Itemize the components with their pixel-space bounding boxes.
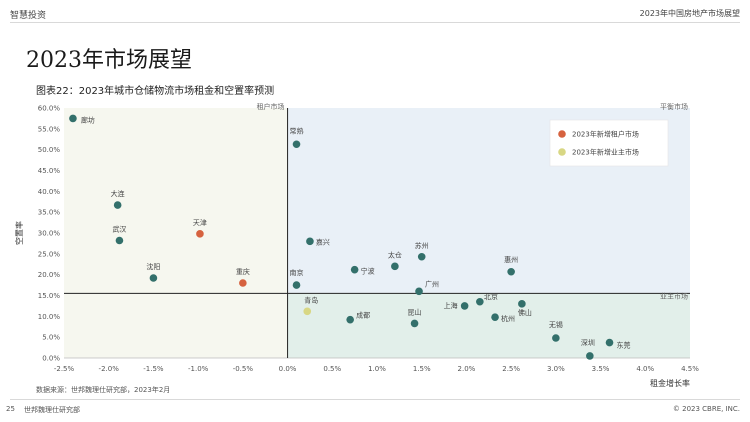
x-tick-label: 1.5% bbox=[413, 365, 431, 373]
footer-page-number: 25 bbox=[6, 405, 15, 413]
point-重庆 bbox=[239, 279, 247, 287]
x-tick-label: -2.0% bbox=[99, 365, 120, 373]
point-label: 南京 bbox=[290, 268, 304, 277]
point-label: 东莞 bbox=[617, 341, 631, 350]
point-廊坊 bbox=[69, 114, 77, 123]
point-杭州 bbox=[491, 313, 499, 321]
point-label: 沈阳 bbox=[146, 262, 160, 271]
point-佛山 bbox=[518, 300, 526, 308]
point-青岛 bbox=[303, 307, 312, 316]
point-苏州 bbox=[417, 252, 426, 261]
page-title: 2023年市场展望 bbox=[26, 48, 192, 73]
zone-label-tenant: 租户市场 bbox=[257, 102, 285, 111]
y-tick-label: 25.0% bbox=[38, 250, 61, 258]
point-太仓 bbox=[391, 262, 399, 271]
y-axis-label: 空置率 bbox=[14, 221, 24, 245]
point-label: 北京 bbox=[484, 292, 498, 301]
x-tick-label: -1.0% bbox=[188, 365, 209, 373]
point-广州 bbox=[415, 287, 423, 296]
point-上海 bbox=[460, 302, 469, 310]
footer-left: 世邦魏理仕研究部 bbox=[24, 406, 80, 414]
point-惠州 bbox=[507, 267, 515, 276]
x-tick-label: 2.0% bbox=[458, 365, 476, 373]
point-label: 无锡 bbox=[549, 320, 563, 329]
y-tick-label: 20.0% bbox=[38, 271, 61, 279]
point-label: 杭州 bbox=[501, 314, 515, 323]
y-tick-label: 30.0% bbox=[38, 230, 61, 238]
x-tick-label: 3.0% bbox=[547, 365, 565, 373]
point-label: 昆山 bbox=[408, 307, 422, 316]
point-label: 大连 bbox=[111, 189, 125, 198]
header-left: 智慧投资 bbox=[10, 11, 47, 21]
source-note: 数据来源：世邦魏理仕研究部，2023年2月 bbox=[36, 386, 171, 394]
point-label: 上海 bbox=[444, 301, 458, 310]
x-tick-label: -1.5% bbox=[143, 365, 164, 373]
x-tick-label: 4.0% bbox=[636, 365, 654, 373]
point-label: 天津 bbox=[193, 219, 207, 227]
point-label: 青岛 bbox=[304, 295, 318, 304]
y-tick-label: 5.0% bbox=[42, 334, 60, 342]
point-无锡 bbox=[552, 334, 560, 342]
x-tick-label: 3.5% bbox=[592, 365, 610, 373]
y-tick-label: 0.0% bbox=[42, 355, 60, 363]
y-tick-label: 45.0% bbox=[38, 167, 61, 175]
point-label: 成都 bbox=[356, 311, 370, 320]
y-tick-label: 40.0% bbox=[38, 188, 61, 196]
x-tick-label: 0.0% bbox=[279, 365, 297, 373]
legend-marker bbox=[558, 130, 566, 138]
point-武汉 bbox=[115, 236, 124, 245]
legend-label: 2023年新增业主市场 bbox=[572, 148, 639, 157]
point-label: 苏州 bbox=[415, 241, 429, 250]
point-昆山 bbox=[410, 319, 419, 328]
point-东莞 bbox=[605, 338, 614, 347]
point-label: 佛山 bbox=[518, 308, 532, 317]
point-嘉兴 bbox=[306, 237, 314, 246]
point-宁波 bbox=[350, 265, 359, 274]
landlord-market-zone bbox=[287, 293, 690, 358]
point-label: 深圳 bbox=[581, 338, 595, 347]
footer-divider bbox=[10, 399, 740, 400]
x-tick-label: -2.5% bbox=[54, 365, 75, 373]
y-tick-label: 10.0% bbox=[38, 313, 61, 321]
header-right: 2023年中国房地产市场展望 bbox=[639, 9, 740, 18]
point-label: 常熟 bbox=[290, 126, 304, 135]
point-沈阳 bbox=[149, 274, 158, 282]
point-label: 宁波 bbox=[361, 267, 375, 276]
point-南京 bbox=[292, 281, 301, 289]
point-大连 bbox=[113, 201, 122, 209]
y-tick-label: 15.0% bbox=[38, 292, 61, 300]
point-深圳 bbox=[586, 352, 594, 360]
legend-marker bbox=[558, 148, 566, 156]
legend-box bbox=[549, 119, 669, 167]
point-天津 bbox=[196, 230, 204, 238]
x-tick-label: -0.5% bbox=[233, 365, 254, 373]
point-常熟 bbox=[292, 140, 301, 149]
point-label: 廊坊 bbox=[81, 115, 95, 124]
zone-label-balanced: 平衡市场 bbox=[660, 102, 688, 111]
footer-right: © 2023 CBRE, INC. bbox=[672, 405, 740, 413]
x-tick-label: 2.5% bbox=[502, 365, 520, 373]
point-label: 武汉 bbox=[112, 225, 126, 234]
x-tick-label: 1.0% bbox=[368, 365, 386, 373]
point-label: 广州 bbox=[425, 279, 439, 288]
tenant-market-zone bbox=[64, 108, 288, 358]
header-divider bbox=[10, 22, 740, 23]
legend-label: 2023年新增租户市场 bbox=[572, 130, 639, 139]
point-北京 bbox=[476, 297, 484, 306]
y-tick-label: 55.0% bbox=[38, 125, 61, 133]
point-label: 嘉兴 bbox=[316, 237, 330, 246]
x-tick-label: 4.5% bbox=[681, 365, 699, 373]
point-label: 惠州 bbox=[504, 255, 518, 264]
point-label: 太仓 bbox=[388, 250, 402, 259]
x-tick-label: 0.5% bbox=[323, 365, 341, 373]
zone-label-landlord: 业主市场 bbox=[660, 291, 688, 300]
y-tick-label: 50.0% bbox=[38, 146, 61, 154]
y-tick-label: 60.0% bbox=[38, 105, 61, 113]
x-axis-label: 租金增长率 bbox=[650, 378, 690, 388]
y-tick-label: 35.0% bbox=[38, 209, 61, 217]
point-成都 bbox=[346, 315, 354, 324]
point-label: 重庆 bbox=[236, 267, 250, 276]
chart-title: 图表22：2023年城市仓储物流市场租金和空置率预测 bbox=[36, 86, 275, 97]
